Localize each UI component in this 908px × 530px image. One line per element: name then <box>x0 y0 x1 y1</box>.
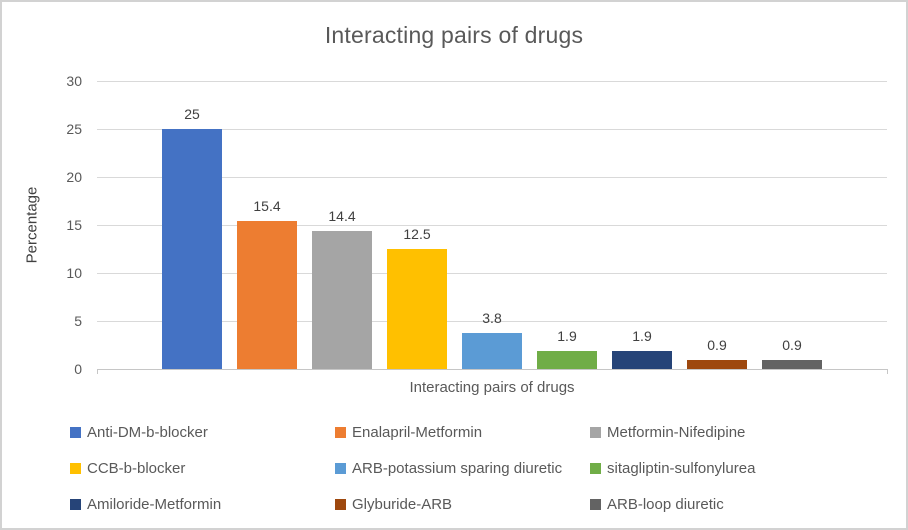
y-tick-label-15: 15 <box>66 217 82 233</box>
x-axis-end-tick-right <box>887 369 888 374</box>
legend-swatch-arb-loop-diuretic <box>590 498 601 510</box>
legend-swatch-metformin-nifedipine <box>590 426 601 438</box>
y-tick-label-10: 10 <box>66 265 82 281</box>
chart-title: Interacting pairs of drugs <box>324 22 584 48</box>
gridline-30 <box>97 81 887 82</box>
legend-item-anti-dm-b-blocker: Anti-DM-b-blocker <box>70 423 208 441</box>
legend-label-arb-potassium-sparing-diuretic: ARB-potassium sparing diuretic <box>352 459 563 477</box>
legend-item-sitagliptin-sulfonylurea: sitagliptin-sulfonylurea <box>590 459 755 477</box>
legend-swatch-arb-potassium-sparing-diuretic <box>335 462 346 474</box>
legend-swatch-glyburide-arb <box>335 498 346 510</box>
legend-item-metformin-nifedipine: Metformin-Nifedipine <box>590 423 745 441</box>
y-axis-title: Percentage <box>23 186 41 264</box>
bar-arb-potassium-sparing-diuretic <box>462 333 522 369</box>
data-label-arb-loop-diuretic: 0.9 <box>782 337 802 353</box>
data-label-arb-potassium-sparing-diuretic: 3.8 <box>482 310 502 326</box>
data-label-enalapril-metformin: 15.4 <box>253 198 281 214</box>
gridline-5 <box>97 321 887 322</box>
y-tick-label-20: 20 <box>66 169 82 185</box>
legend-label-enalapril-metformin: Enalapril-Metformin <box>352 423 483 441</box>
gridline-15 <box>97 225 887 226</box>
x-axis-end-tick-left <box>97 369 98 374</box>
bar-ccb-b-blocker <box>387 249 447 369</box>
legend-item-enalapril-metformin: Enalapril-Metformin <box>335 423 482 441</box>
data-label-metformin-nifedipine: 14.4 <box>328 208 356 224</box>
x-axis-title: Interacting pairs of drugs <box>409 379 575 396</box>
y-tick-label-25: 25 <box>66 121 82 137</box>
data-label-sitagliptin-sulfonylurea: 1.9 <box>557 328 577 344</box>
bar-sitagliptin-sulfonylurea <box>537 351 597 369</box>
bar-glyburide-arb <box>687 360 747 369</box>
legend-item-ccb-b-blocker: CCB-b-blocker <box>70 459 185 477</box>
legend-label-sitagliptin-sulfonylurea: sitagliptin-sulfonylurea <box>607 459 756 477</box>
bar-anti-dm-b-blocker <box>162 129 222 369</box>
legend-label-amiloride-metformin: Amiloride-Metformin <box>87 495 222 513</box>
legend-item-amiloride-metformin: Amiloride-Metformin <box>70 495 221 513</box>
y-tick-label-0: 0 <box>74 361 82 377</box>
legend-item-arb-loop-diuretic: ARB-loop diuretic <box>590 495 724 513</box>
bar-amiloride-metformin <box>612 351 672 369</box>
bar-enalapril-metformin <box>237 221 297 369</box>
bar-metformin-nifedipine <box>312 231 372 369</box>
legend-label-arb-loop-diuretic: ARB-loop diuretic <box>607 495 724 513</box>
legend-swatch-ccb-b-blocker <box>70 462 81 474</box>
gridline-10 <box>97 273 887 274</box>
x-axis-line <box>97 369 887 370</box>
legend-label-metformin-nifedipine: Metformin-Nifedipine <box>607 423 746 441</box>
legend-swatch-enalapril-metformin <box>335 426 346 438</box>
bar-arb-loop-diuretic <box>762 360 822 369</box>
legend-item-glyburide-arb: Glyburide-ARB <box>335 495 452 513</box>
data-label-ccb-b-blocker: 12.5 <box>403 226 431 242</box>
y-tick-label-5: 5 <box>74 313 82 329</box>
legend-label-ccb-b-blocker: CCB-b-blocker <box>87 459 186 477</box>
y-tick-label-30: 30 <box>66 73 82 89</box>
legend-label-glyburide-arb: Glyburide-ARB <box>352 495 453 513</box>
legend-swatch-sitagliptin-sulfonylurea <box>590 462 601 474</box>
legend-label-anti-dm-b-blocker: Anti-DM-b-blocker <box>87 423 208 441</box>
gridline-25 <box>97 129 887 130</box>
legend-swatch-anti-dm-b-blocker <box>70 426 81 438</box>
legend-item-arb-potassium-sparing-diuretic: ARB-potassium sparing diuretic <box>335 459 562 477</box>
legend-swatch-amiloride-metformin <box>70 498 81 510</box>
gridline-20 <box>97 177 887 178</box>
data-label-amiloride-metformin: 1.9 <box>632 328 652 344</box>
data-label-glyburide-arb: 0.9 <box>707 337 727 353</box>
data-label-anti-dm-b-blocker: 25 <box>184 106 200 122</box>
